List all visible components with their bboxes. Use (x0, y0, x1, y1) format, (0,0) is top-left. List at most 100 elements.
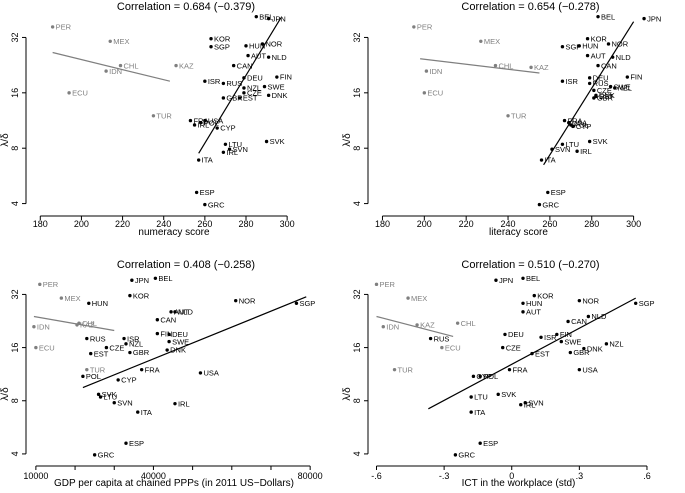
data-point-cze (104, 345, 109, 350)
data-point-label: USA (582, 365, 597, 374)
data-point-label: SGP (639, 299, 655, 308)
data-point-label: CAN (160, 315, 176, 324)
data-point-svk (264, 139, 269, 144)
data-point-label: USA (203, 369, 218, 378)
data-point-chl (118, 63, 123, 68)
data-point-label: ECU (39, 343, 55, 352)
data-point-label: ITA (202, 156, 213, 165)
data-point-label: TUR (156, 112, 172, 121)
data-point-fra (188, 118, 193, 123)
data-point-idn (32, 325, 36, 329)
data-point-nor (577, 298, 582, 303)
panel-title: Correlation = 0.654 (−0.278) (461, 1, 599, 13)
y-tick-label: 8 (10, 146, 20, 151)
x-tick-label: 200 (74, 219, 89, 229)
data-point-deu (167, 332, 171, 337)
data-point-label: IDN (386, 322, 399, 331)
data-point-nor (234, 298, 238, 303)
data-point-label: GRC (208, 200, 225, 209)
data-point-fin (625, 75, 630, 79)
data-point-grc (453, 453, 458, 457)
data-point-label: IRL (524, 400, 536, 409)
y-tick-label: 32 (352, 32, 362, 42)
x-tick-label: 180 (375, 219, 390, 229)
data-point-label: LTU (228, 140, 242, 149)
data-point-idn (424, 69, 429, 73)
data-point-label: PER (380, 280, 396, 289)
y-tick-label: 8 (352, 398, 362, 403)
data-point-label: IRL (178, 399, 190, 408)
x-tick-label: .6 (643, 471, 651, 481)
data-point-label: RUS (593, 79, 609, 88)
data-point-est (238, 96, 242, 100)
data-point-label: BEL (601, 12, 615, 21)
data-point-idn (104, 69, 108, 73)
fit-line-developing (33, 315, 115, 332)
data-point-cyp (571, 124, 575, 129)
data-point-label: MEX (484, 37, 500, 46)
data-point-sgp (634, 301, 638, 306)
data-point-pol (81, 374, 85, 379)
x-axis-title: literacy score (489, 227, 548, 238)
data-point-label: NZL (247, 84, 261, 93)
data-point-ltu (560, 142, 565, 147)
data-point-label: CAN (571, 317, 587, 326)
data-point-kaz (529, 65, 533, 70)
data-point-nld (610, 55, 615, 59)
x-tick-label: 280 (584, 219, 599, 229)
data-point-tur (85, 367, 89, 372)
data-point-cze (242, 91, 246, 95)
data-point-label: DEU (247, 74, 263, 83)
data-point-hun (244, 44, 248, 48)
data-point-est (594, 94, 598, 99)
data-point-label: GBR (133, 348, 150, 357)
x-tick-label: 200 (417, 219, 432, 229)
data-point-deu (242, 76, 246, 80)
data-point-ecu (440, 345, 444, 350)
data-point-label: CHL (498, 61, 513, 70)
y-tick-label: 4 (10, 451, 20, 456)
data-point-tur (506, 114, 510, 118)
data-point-label: NZL (609, 340, 623, 349)
data-point-nld (586, 314, 591, 319)
data-point-label: SWE (564, 337, 581, 346)
data-point-label: CHL (82, 319, 97, 328)
data-point-label: TUR (398, 365, 414, 374)
data-point-usa (567, 121, 571, 125)
data-point-label: RUS (90, 334, 106, 343)
x-tick-label: 0 (509, 471, 514, 481)
data-point-label: GRC (458, 451, 475, 460)
data-point-nzl (613, 86, 617, 90)
data-point-gbr (128, 350, 132, 355)
x-tick-label: 300 (626, 219, 641, 229)
data-point-label: JPN (272, 14, 286, 23)
data-point-label: FRA (568, 116, 583, 125)
data-point-label: USA (572, 118, 587, 127)
data-point-label: PER (417, 23, 433, 32)
data-point-kaz (415, 323, 419, 327)
data-point-sgp (209, 44, 213, 49)
y-axis-title: λ/δ (342, 387, 353, 401)
data-point-label: POL (574, 121, 589, 130)
data-point-label: JPN (499, 276, 513, 285)
data-point-label: NOR (239, 296, 256, 305)
data-point-svn (550, 147, 554, 151)
data-point-label: ITA (545, 156, 556, 165)
x-tick-label: 40000 (141, 471, 166, 481)
data-point-label: GRC (98, 451, 115, 460)
data-point-label: SVK (593, 137, 608, 146)
data-point-sgp (294, 301, 299, 306)
y-tick-label: 16 (352, 88, 362, 98)
data-point-esp (546, 190, 550, 195)
data-point-label: GRC (542, 200, 559, 209)
data-point-ltu (223, 142, 228, 147)
data-point-label: MEX (113, 37, 129, 46)
data-point-label: SGP (299, 299, 315, 308)
fit-line-main (198, 17, 282, 154)
data-point-per (50, 25, 55, 29)
data-point-label: MEX (411, 294, 427, 303)
data-point-label: DEU (593, 74, 609, 83)
data-point-label: ISR (127, 334, 140, 343)
